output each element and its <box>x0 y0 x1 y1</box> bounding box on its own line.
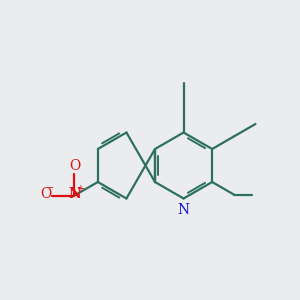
Text: −: − <box>46 182 55 193</box>
Text: N: N <box>68 187 81 200</box>
Text: N: N <box>178 203 190 218</box>
Text: +: + <box>76 184 85 194</box>
Text: O: O <box>40 187 51 200</box>
Text: O: O <box>69 160 80 173</box>
